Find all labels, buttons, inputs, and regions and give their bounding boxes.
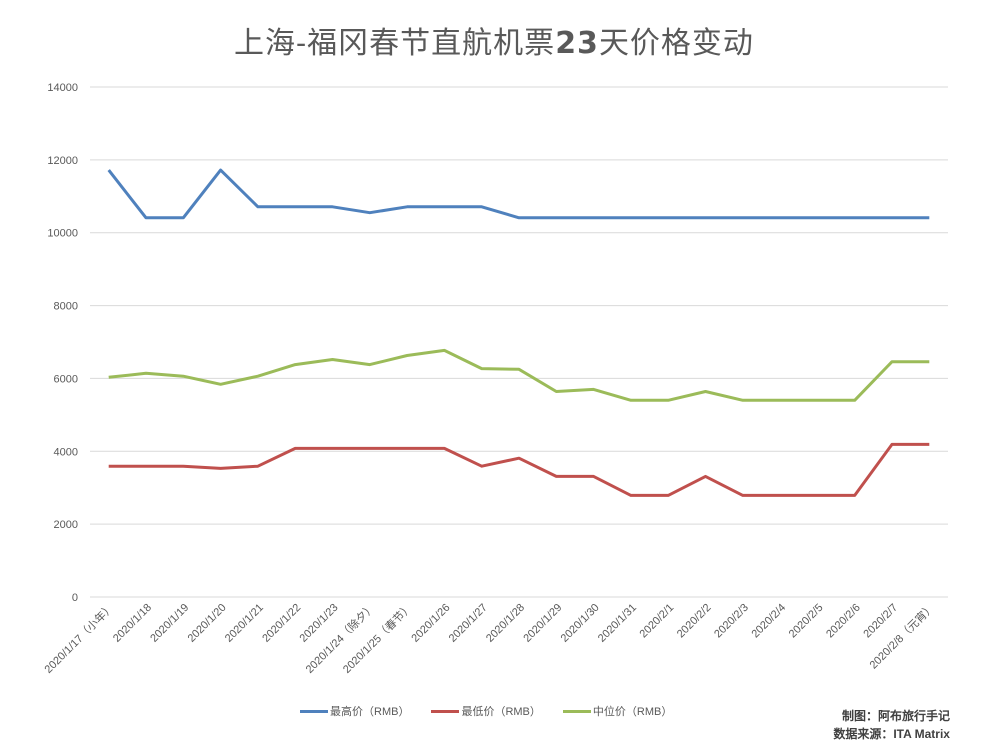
x-tick-label: 2020/1/26: [409, 602, 452, 645]
y-tick-label: 12000: [47, 155, 78, 167]
x-tick-label: 2020/1/17（小年）: [41, 600, 117, 676]
legend-label-median: 中位价（RMB）: [592, 706, 673, 718]
chart-title-prefix: 上海-福冈春节直航机票: [234, 26, 556, 61]
x-tick-label: 2020/1/25（春节）: [340, 601, 415, 676]
y-tick-label: 10000: [47, 228, 78, 240]
legend-swatch-max: [300, 709, 328, 713]
x-tick-label: 2020/1/24（除夕）: [302, 600, 378, 676]
legend: 最高价（RMB） 最低价（RMB） 中位价（RMB）: [300, 703, 672, 719]
x-tick-label: 2020/1/18: [111, 602, 154, 645]
gridlines: [90, 86, 948, 598]
chart-title-suffix: 天价格变动: [598, 26, 754, 61]
y-tick-label: 14000: [47, 82, 78, 94]
x-tick-label: 2020/2/5: [787, 602, 826, 641]
x-tick-label: 2020/1/19: [148, 602, 191, 645]
legend-label-max: 最高价（RMB）: [330, 706, 410, 718]
y-tick-label: 2000: [54, 519, 78, 531]
credit-author: 制图：阿布旅行手记: [841, 709, 950, 723]
x-tick-label: 2020/1/30: [559, 602, 602, 645]
credits: 制图：阿布旅行手记 数据来源：ITA Matrix: [833, 707, 950, 743]
x-tick-label: 2020/2/7: [861, 602, 900, 641]
x-tick-label: 2020/1/21: [223, 602, 266, 645]
x-tick-label: 2020/2/4: [749, 602, 788, 641]
y-axis: 0 2000 4000 6000 8000 10000 12000 14000: [47, 82, 78, 604]
x-tick-label: 2020/2/8（元宵）: [866, 600, 937, 671]
x-tick-label: 2020/1/27: [447, 602, 490, 645]
y-tick-label: 6000: [54, 373, 78, 385]
chart-title: 上海-福冈春节直航机票23天价格变动: [0, 18, 988, 62]
legend-item-max: 最高价（RMB）: [300, 703, 409, 719]
series-line-max: [107, 168, 930, 220]
legend-label-min: 最低价（RMB）: [461, 706, 541, 718]
legend-item-median: 中位价（RMB）: [562, 703, 673, 719]
legend-swatch-min: [431, 709, 460, 713]
x-tick-label: 2020/2/2: [675, 602, 714, 641]
chart-title-number: 23: [555, 26, 599, 61]
y-tick-label: 4000: [54, 446, 78, 458]
credit-source: 数据来源：ITA Matrix: [833, 727, 950, 741]
legend-item-min: 最低价（RMB）: [431, 703, 541, 719]
x-tick-label: 2020/2/3: [712, 602, 751, 641]
series-line-min: [108, 442, 930, 497]
x-tick-label: 2020/1/31: [596, 602, 639, 645]
y-tick-label: 0: [72, 592, 78, 604]
x-axis: 2020/1/17（小年）2020/1/182020/1/192020/1/20…: [41, 600, 937, 676]
y-tick-label: 8000: [54, 301, 78, 313]
x-tick-label: 2020/1/22: [260, 602, 303, 645]
x-tick-label: 2020/2/6: [824, 602, 863, 641]
x-tick-label: 2020/2/1: [638, 602, 677, 641]
series-line-median: [108, 348, 930, 402]
legend-swatch-median: [562, 709, 591, 713]
series-lines: [107, 168, 930, 497]
x-tick-label: 2020/1/29: [521, 602, 564, 645]
x-tick-label: 2020/1/28: [484, 602, 527, 645]
x-tick-label: 2020/1/20: [186, 602, 229, 645]
